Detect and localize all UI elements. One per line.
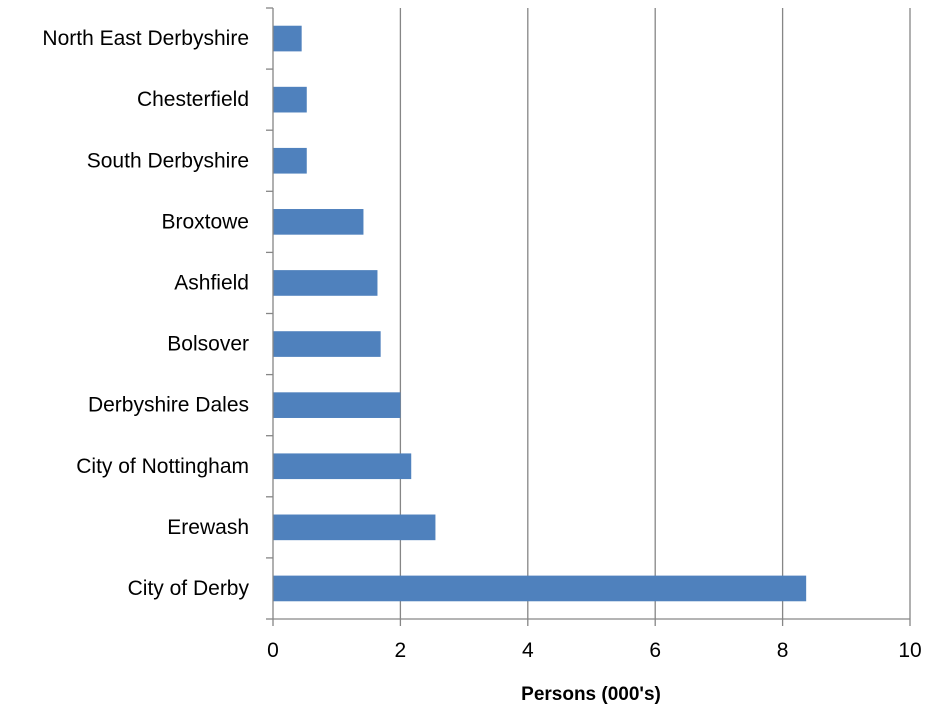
x-tick-label: 0 — [267, 639, 279, 662]
bar-north-east-derbyshire — [273, 25, 302, 52]
bar-ashfield — [273, 270, 378, 296]
bar-bolsover — [273, 331, 381, 357]
category-label: Ashfield — [174, 271, 249, 294]
x-tick-label: 10 — [898, 639, 921, 662]
bar-erewash — [273, 514, 436, 541]
axes — [266, 7, 911, 626]
bar-derbyshire-dales — [273, 392, 401, 418]
x-tick-label: 4 — [522, 639, 534, 662]
category-label: Chesterfield — [137, 88, 249, 111]
gridlines — [399, 8, 911, 619]
category-label: South Derbyshire — [87, 149, 249, 172]
x-tick-label: 8 — [777, 639, 789, 662]
bar-city-of-nottingham — [273, 453, 412, 480]
x-axis-title: Persons (000's) — [521, 684, 661, 705]
category-label: Derbyshire Dales — [88, 394, 249, 417]
category-label: North East Derbyshire — [42, 27, 249, 50]
x-tick-label: 6 — [649, 639, 661, 662]
bar-broxtowe — [273, 209, 364, 235]
x-tick-label: 2 — [395, 639, 407, 662]
category-label: Bolsover — [167, 333, 249, 356]
category-label: Broxtowe — [161, 210, 249, 233]
category-label: City of Nottingham — [76, 455, 249, 478]
labels: North East Derbyshire Chesterfield South D… — [42, 27, 921, 662]
bars — [273, 25, 807, 602]
bar-chesterfield — [273, 86, 307, 113]
category-label: Erewash — [167, 516, 249, 539]
category-label: City of Derby — [128, 577, 250, 600]
bar-city-of-derby — [273, 575, 807, 602]
bar-south-derbyshire — [273, 147, 307, 174]
